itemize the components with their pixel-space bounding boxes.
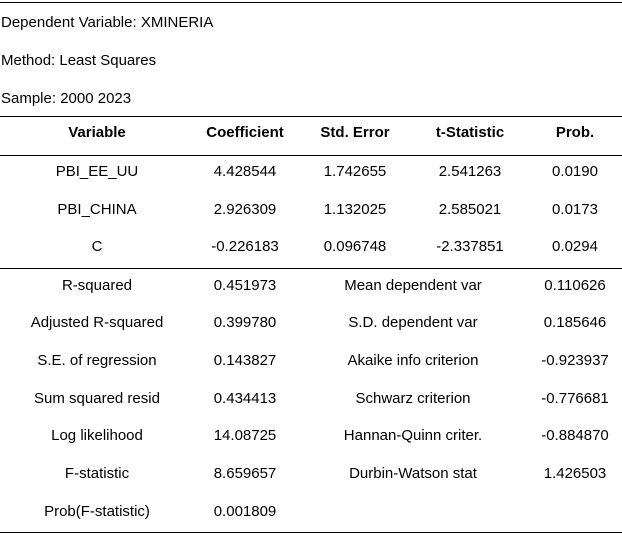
coef-row-2-variable: C bbox=[91, 238, 103, 255]
header-bottom-rule bbox=[0, 155, 622, 156]
coef-row-1-std-error: 1.132025 bbox=[323, 201, 387, 218]
stat-right-5-value: 1.426503 bbox=[543, 465, 607, 482]
stat-right-2-value: -0.923937 bbox=[541, 352, 609, 369]
coef-row-2-coefficient: -0.226183 bbox=[211, 238, 279, 255]
stat-right-3-label: Schwarz criterion bbox=[355, 390, 471, 407]
top-rule bbox=[0, 2, 622, 3]
stat-left-6-value: 0.001809 bbox=[213, 503, 277, 520]
coef-row-0-t-statistic: 2.541263 bbox=[438, 163, 502, 180]
sample-label: Sample: 2000 2023 bbox=[1, 90, 132, 107]
coef-row-2-prob: 0.0294 bbox=[552, 238, 598, 255]
header-t-statistic: t-Statistic bbox=[435, 124, 505, 141]
coef-row-0-prob: 0.0190 bbox=[552, 163, 598, 180]
stat-right-2-label: Akaike info criterion bbox=[347, 352, 479, 369]
stat-left-0-label: R-squared bbox=[61, 277, 133, 294]
dependent-variable-label: Dependent Variable: XMINERIA bbox=[1, 14, 214, 31]
table-top-rule bbox=[0, 116, 622, 117]
coef-row-1-prob: 0.0173 bbox=[552, 201, 598, 218]
stat-right-1-value: 0.185646 bbox=[543, 314, 607, 331]
coef-row-2-std-error: 0.096748 bbox=[323, 238, 387, 255]
stat-left-0-value: 0.451973 bbox=[213, 277, 277, 294]
header-coefficient: Coefficient bbox=[206, 124, 284, 141]
stat-right-0-value: 0.110626 bbox=[544, 277, 606, 294]
stat-right-4-value: -0.884870 bbox=[541, 427, 609, 444]
stat-right-0-label: Mean dependent var bbox=[344, 277, 482, 294]
header-variable: Variable bbox=[68, 124, 126, 141]
stat-left-4-label: Log likelihood bbox=[51, 427, 143, 444]
stat-right-4-label: Hannan-Quinn criter. bbox=[343, 427, 483, 444]
stat-left-5-label: F-statistic bbox=[64, 465, 130, 482]
coef-row-0-coefficient: 4.428544 bbox=[213, 163, 277, 180]
stat-left-5-value: 8.659657 bbox=[213, 465, 277, 482]
coef-bottom-rule bbox=[0, 268, 622, 269]
coef-row-0-std-error: 1.742655 bbox=[323, 163, 387, 180]
stat-left-6-label: Prob(F-statistic) bbox=[44, 503, 150, 520]
method-label: Method: Least Squares bbox=[1, 52, 157, 69]
stat-right-1-label: S.D. dependent var bbox=[348, 314, 478, 331]
stat-left-2-value: 0.143827 bbox=[213, 352, 277, 369]
header-std-error: Std. Error bbox=[320, 124, 390, 141]
coef-row-1-t-statistic: 2.585021 bbox=[438, 201, 502, 218]
header-prob: Prob. bbox=[555, 124, 595, 141]
stat-left-3-value: 0.434413 bbox=[213, 390, 277, 407]
coef-row-1-coefficient: 2.926309 bbox=[213, 201, 277, 218]
stat-right-3-value: -0.776681 bbox=[541, 390, 609, 407]
coef-row-2-t-statistic: -2.337851 bbox=[436, 238, 504, 255]
stat-left-1-value: 0.399780 bbox=[213, 314, 277, 331]
stat-left-2-label: S.E. of regression bbox=[37, 352, 157, 369]
stat-left-1-label: Adjusted R-squared bbox=[30, 314, 164, 331]
stat-left-3-label: Sum squared resid bbox=[34, 390, 160, 407]
stat-left-4-value: 14.08725 bbox=[213, 427, 277, 444]
stat-right-5-label: Durbin-Watson stat bbox=[349, 465, 477, 482]
coef-row-0-variable: PBI_EE_UU bbox=[55, 163, 139, 180]
table-bottom-rule bbox=[0, 532, 622, 533]
coef-row-1-variable: PBI_CHINA bbox=[57, 201, 137, 218]
